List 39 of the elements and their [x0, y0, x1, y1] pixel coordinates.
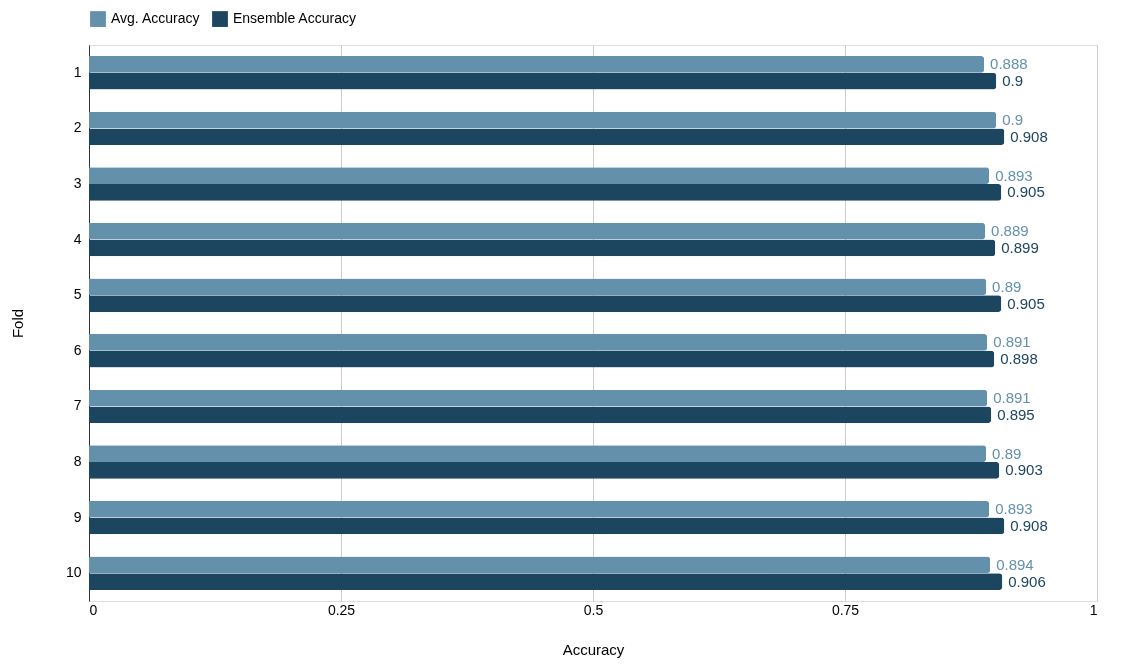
legend-label: Avg. Accuracy — [111, 10, 200, 27]
data-label: 0.903 — [1005, 461, 1043, 479]
y-axis-title: Fold — [8, 308, 26, 339]
data-label: 0.908 — [1010, 516, 1048, 534]
y-tick-label: 8 — [73, 453, 82, 469]
y-tick-label: 9 — [73, 508, 82, 525]
legend-label: Ensemble Accuracy — [233, 10, 356, 27]
data-label: 0.895 — [997, 405, 1035, 423]
data-label: 0.888 — [990, 55, 1028, 73]
data-label: 0.889 — [991, 222, 1029, 240]
data-label: 0.906 — [1008, 572, 1046, 590]
x-tick-label: 0.75 — [831, 601, 860, 618]
y-tick-label: 2 — [73, 119, 82, 136]
y-tick-label: 1 — [73, 63, 82, 80]
x-axis-title: Accuracy — [562, 640, 625, 658]
data-label: 0.9 — [1002, 111, 1024, 129]
y-tick-label: 10 — [65, 564, 82, 581]
data-label: 0.905 — [1007, 183, 1045, 201]
data-label: 0.9 — [1002, 72, 1024, 90]
y-tick-label: 6 — [73, 341, 82, 358]
y-tick-label: 3 — [73, 175, 82, 191]
data-label: 0.908 — [1010, 127, 1048, 145]
x-tick-label: 0.5 — [583, 601, 604, 618]
data-label: 0.905 — [1007, 294, 1045, 312]
data-label: 0.893 — [995, 166, 1033, 184]
data-label: 0.891 — [993, 333, 1031, 351]
data-label: 0.893 — [995, 500, 1033, 518]
x-tick-label: 0.25 — [327, 601, 356, 618]
data-label: 0.89 — [992, 277, 1022, 295]
data-label: 0.898 — [1000, 350, 1038, 368]
data-label: 0.891 — [993, 389, 1031, 407]
data-label: 0.894 — [996, 555, 1034, 573]
data-label: 0.899 — [1001, 238, 1039, 256]
x-tick-label: 0 — [89, 601, 98, 618]
x-tick-label: 1 — [1089, 601, 1098, 618]
y-tick-label: 4 — [73, 230, 82, 247]
data-label: 0.89 — [992, 444, 1022, 462]
y-tick-label: 5 — [73, 286, 82, 303]
y-tick-label: 7 — [73, 397, 82, 414]
